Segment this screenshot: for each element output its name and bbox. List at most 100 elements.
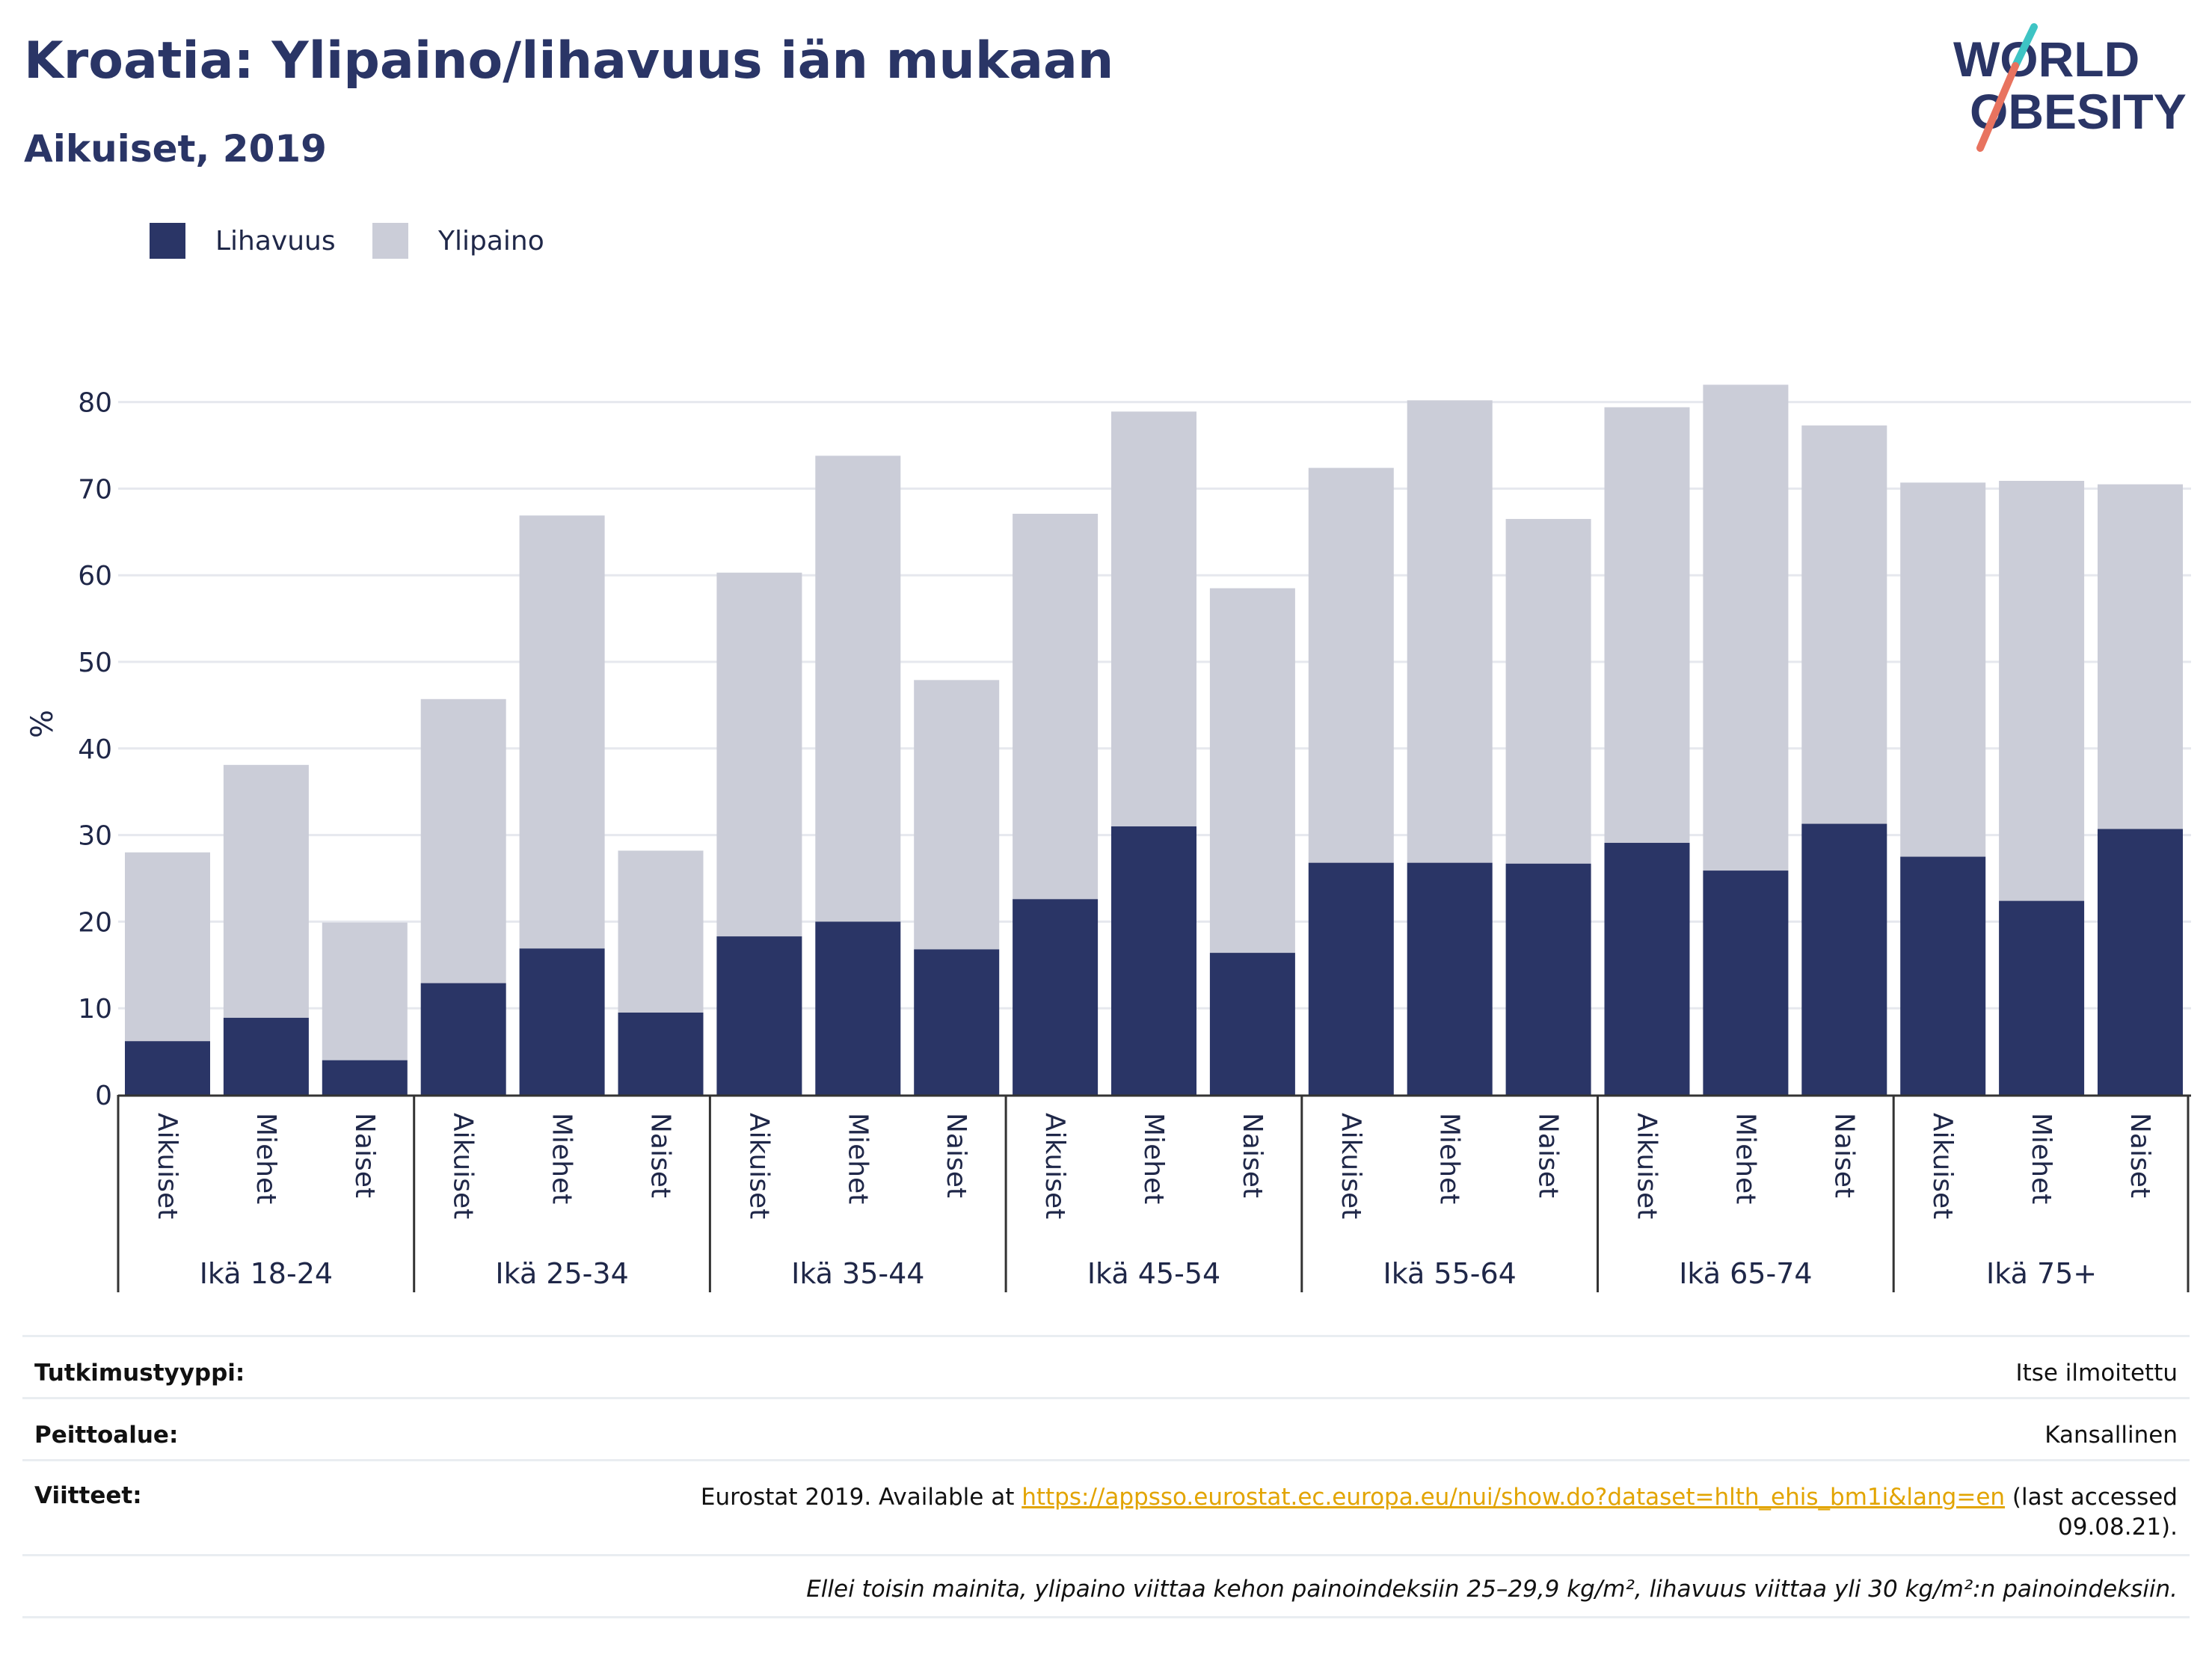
ref-text-before: Eurostat 2019. Available at xyxy=(700,1484,1022,1511)
x-group-label: Ikä 25-34 xyxy=(495,1257,628,1290)
x-subcategory-label: Aikuiset xyxy=(448,1113,479,1219)
legend-label-lihavuus: Lihavuus xyxy=(215,225,336,257)
y-tick-label: 60 xyxy=(78,561,112,592)
meta-row-coverage: Peittoalue: Kansallinen xyxy=(22,1397,2190,1459)
bar-lihavuus xyxy=(1703,871,1789,1095)
bar-ylipaino xyxy=(1999,480,2085,901)
ref-link[interactable]: https://appsso.eurostat.ec.europa.eu/nui… xyxy=(1021,1484,2006,1511)
bar-lihavuus xyxy=(1407,862,1493,1095)
bar-lihavuus xyxy=(1604,843,1690,1095)
bar-lihavuus xyxy=(519,948,605,1095)
bar-lihavuus xyxy=(1013,899,1099,1095)
x-subcategory-label: Aikuiset xyxy=(1039,1113,1070,1219)
bar-lihavuus xyxy=(618,1012,704,1095)
y-tick-label: 30 xyxy=(78,821,112,852)
meta-row-references: Viitteet: Eurostat 2019. Available at ht… xyxy=(22,1459,2190,1554)
x-group-label: Ikä 45-54 xyxy=(1087,1257,1220,1290)
x-subcategory-label: Naiset xyxy=(2125,1113,2155,1198)
x-subcategory-label: Aikuiset xyxy=(1632,1113,1662,1219)
y-tick-label: 0 xyxy=(95,1081,112,1111)
x-group-label: Ikä 65-74 xyxy=(1679,1257,1812,1290)
bar-ylipaino xyxy=(1209,588,1295,954)
x-subcategory-label: Aikuiset xyxy=(1336,1113,1366,1219)
bar-ylipaino xyxy=(223,764,309,1018)
x-group-label: Ikä 75+ xyxy=(1986,1257,2097,1290)
bar-ylipaino xyxy=(618,850,704,1013)
y-tick-label: 50 xyxy=(78,648,112,678)
bar-ylipaino xyxy=(1308,467,1394,863)
bar-lihavuus xyxy=(2098,829,2183,1095)
world-obesity-logo: WORLD OBESITY xyxy=(1953,23,2187,152)
bar-ylipaino xyxy=(125,852,210,1042)
bar-ylipaino xyxy=(914,680,1000,950)
meta-row-note: Ellei toisin mainita, ylipaino viittaa k… xyxy=(22,1554,2190,1618)
x-subcategory-label: Miehet xyxy=(1730,1113,1760,1204)
x-subcategory-label: Miehet xyxy=(547,1113,577,1204)
chart-title: Kroatia: Ylipaino/lihavuus iän mukaan xyxy=(24,31,1114,90)
x-subcategory-label: Naiset xyxy=(941,1113,971,1198)
bar-lihavuus xyxy=(1999,900,2085,1095)
bar-ylipaino xyxy=(322,922,408,1060)
bar-ylipaino xyxy=(519,515,605,949)
meta-value-study-type: Itse ilmoitettu xyxy=(2015,1360,2178,1387)
x-subcategory-label: Miehet xyxy=(2026,1113,2056,1204)
bar-ylipaino xyxy=(1801,425,1887,824)
bar-lihavuus xyxy=(1111,826,1196,1095)
bar-lihavuus xyxy=(1209,953,1295,1095)
x-subcategory-label: Naiset xyxy=(1237,1113,1268,1198)
legend-item-lihavuus[interactable]: Lihavuus xyxy=(150,221,336,261)
bar-lihavuus xyxy=(716,936,802,1095)
ref-text-after: (last accessed xyxy=(2005,1484,2178,1511)
y-tick-label: 40 xyxy=(78,734,112,765)
bar-lihavuus xyxy=(125,1041,210,1095)
logo-word-1: WORLD xyxy=(1953,31,2139,87)
y-tick-label: 80 xyxy=(78,388,112,419)
legend-swatch-lihavuus xyxy=(150,223,185,259)
x-group-label: Ikä 18-24 xyxy=(200,1257,333,1290)
meta-value-coverage: Kansallinen xyxy=(2044,1422,2178,1449)
bar-lihavuus xyxy=(1308,862,1394,1095)
bar-ylipaino xyxy=(1604,407,1690,844)
meta-row-study-type: Tutkimustyyppi: Itse ilmoitettu xyxy=(22,1335,2190,1397)
x-subcategory-label: Miehet xyxy=(251,1113,281,1204)
ref-text-date: 09.08.21). xyxy=(2058,1514,2178,1541)
bar-ylipaino xyxy=(1013,513,1099,900)
x-group-label: Ikä 55-64 xyxy=(1383,1257,1517,1290)
bar-lihavuus xyxy=(815,921,901,1095)
x-subcategory-label: Naiset xyxy=(349,1113,380,1198)
meta-label-coverage: Peittoalue: xyxy=(34,1422,179,1449)
x-subcategory-label: Naiset xyxy=(1828,1113,1859,1198)
x-subcategory-label: Miehet xyxy=(1434,1113,1465,1204)
bar-lihavuus xyxy=(914,949,1000,1095)
legend-item-ylipaino[interactable]: Ylipaino xyxy=(372,221,544,261)
bar-ylipaino xyxy=(1900,482,1986,857)
y-tick-label: 10 xyxy=(78,994,112,1025)
bar-lihavuus xyxy=(1900,856,1986,1095)
bar-ylipaino xyxy=(420,698,506,983)
x-subcategory-label: Miehet xyxy=(1138,1113,1169,1204)
bar-lihavuus xyxy=(420,983,506,1095)
bar-ylipaino xyxy=(815,455,901,922)
logo-slash-teal xyxy=(2012,23,2038,70)
x-group-label: Ikä 35-44 xyxy=(791,1257,924,1290)
chart-subtitle: Aikuiset, 2019 xyxy=(24,127,327,171)
x-subcategory-label: Aikuiset xyxy=(152,1113,182,1219)
x-subcategory-label: Aikuiset xyxy=(1927,1113,1958,1219)
meta-value-references: Eurostat 2019. Available at https://apps… xyxy=(701,1482,2178,1542)
logo-slash-coral xyxy=(1976,62,2019,152)
meta-label-study-type: Tutkimustyyppi: xyxy=(34,1360,245,1387)
definition-note: Ellei toisin mainita, ylipaino viittaa k… xyxy=(806,1576,2178,1603)
y-tick-label: 20 xyxy=(78,907,112,938)
bar-lihavuus xyxy=(1801,823,1887,1095)
bar-ylipaino xyxy=(2098,484,2183,829)
bar-ylipaino xyxy=(1505,518,1591,864)
metadata-table: Tutkimustyyppi: Itse ilmoitettu Peittoal… xyxy=(22,1335,2190,1618)
x-subcategory-label: Aikuiset xyxy=(743,1113,774,1219)
bar-lihavuus xyxy=(223,1017,309,1095)
y-axis-label: % xyxy=(25,710,60,738)
stacked-bar-chart: 0 10 20 30 40 50 60 70 80% Aikuiset Miehet Naiset Ik… xyxy=(25,384,2191,1292)
x-subcategory-label: Naiset xyxy=(645,1113,676,1198)
bar-lihavuus xyxy=(322,1060,408,1095)
bar-ylipaino xyxy=(716,572,802,937)
legend-swatch-ylipaino xyxy=(372,223,408,259)
